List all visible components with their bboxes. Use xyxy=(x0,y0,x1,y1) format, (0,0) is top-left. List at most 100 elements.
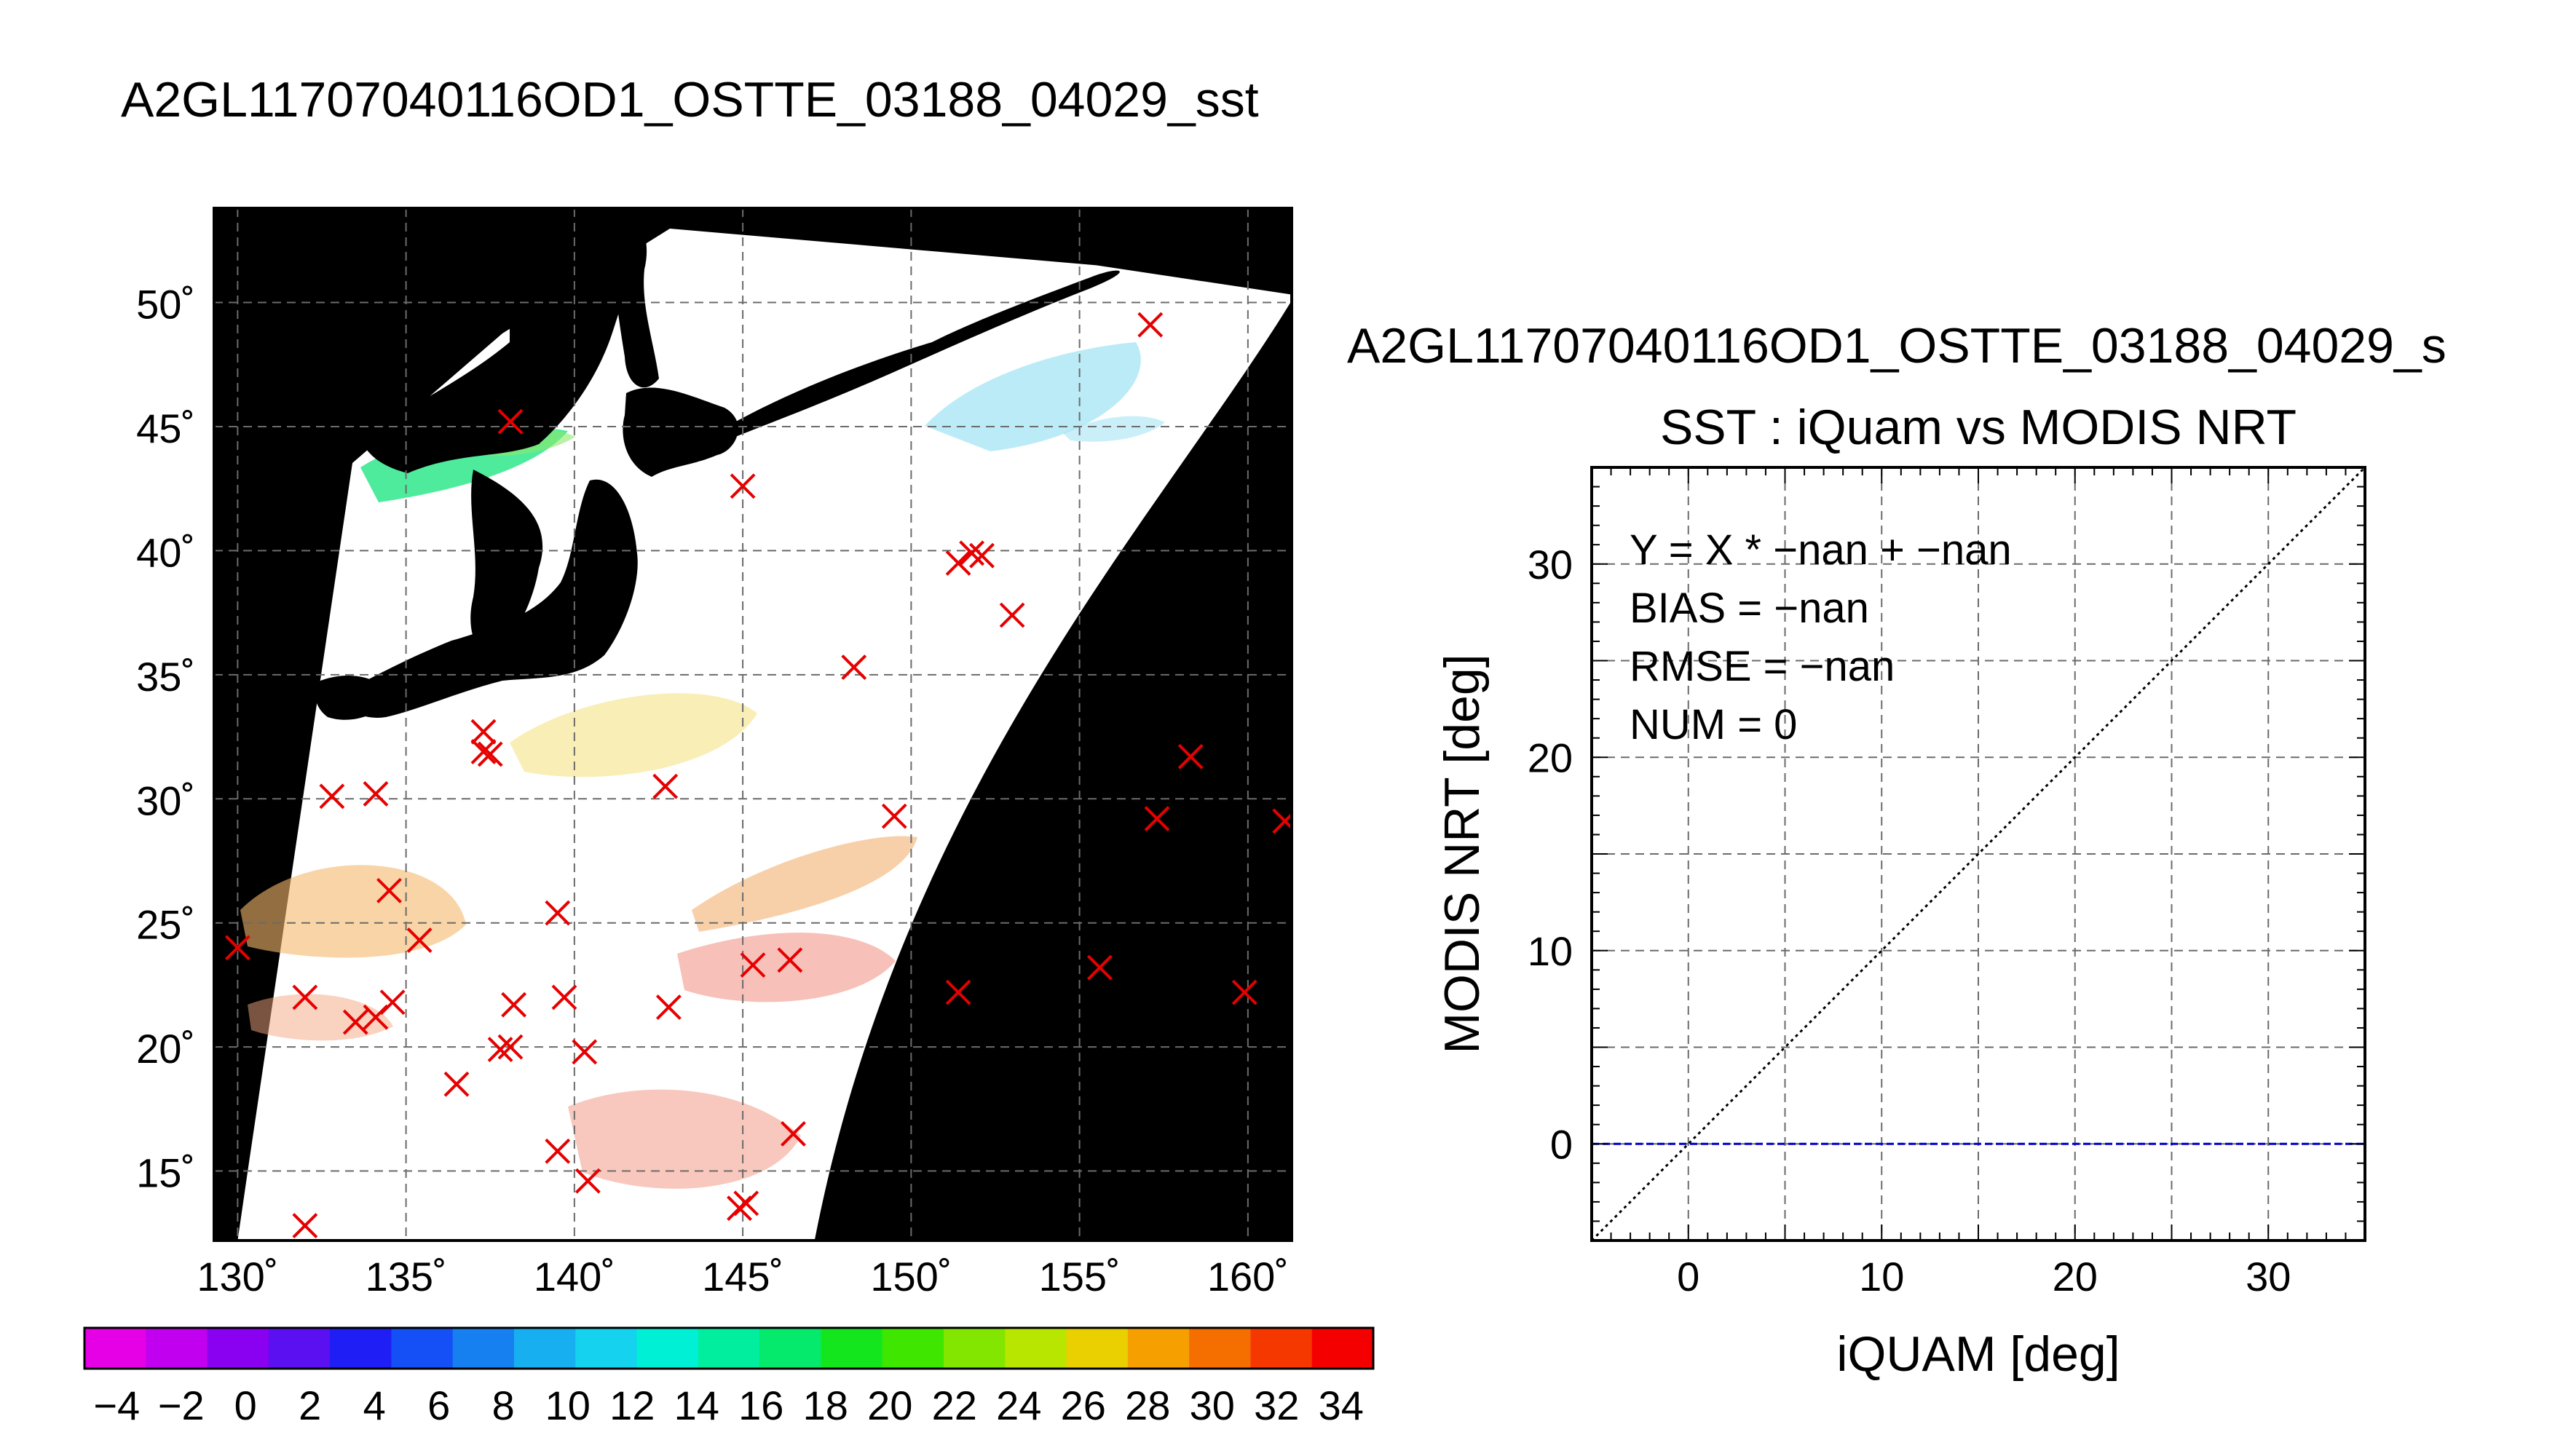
buoy-markers xyxy=(224,312,1292,1238)
buoy-marker xyxy=(487,1037,513,1062)
buoy-marker xyxy=(969,542,995,569)
buoy-marker xyxy=(1177,743,1204,769)
buoy-marker xyxy=(379,989,406,1016)
colorbar-cell xyxy=(1189,1328,1251,1369)
scatter-x-tick-label: 10 xyxy=(1859,1254,1904,1299)
buoy-marker xyxy=(655,994,682,1021)
map-lon-tick-label: 160˚ xyxy=(1207,1254,1289,1299)
colorbar-cell xyxy=(514,1328,576,1369)
colorbar-cell xyxy=(1250,1328,1313,1369)
scatter-panel: 0 10 20 30 0 10 20 30 Y = X * −nan + −nan BIAS … xyxy=(1528,466,2366,1299)
colorbar-tick-label: 0 xyxy=(234,1382,257,1428)
map-lon-tick-label: 150˚ xyxy=(870,1254,952,1299)
scatter-x-tick-label: 0 xyxy=(1677,1254,1699,1299)
map-lat-tick-label: 15˚ xyxy=(136,1150,195,1196)
land-honshu xyxy=(339,479,638,718)
colorbar-tick-label: 34 xyxy=(1319,1382,1364,1428)
map-lat-tick-label: 25˚ xyxy=(136,902,195,948)
buoy-marker xyxy=(292,984,318,1010)
colorbar-tick-label: 6 xyxy=(427,1382,450,1428)
scatter-title: SST : iQuam vs MODIS NRT xyxy=(1660,400,2297,455)
map-panel xyxy=(213,207,1293,1242)
buoy-marker xyxy=(497,1034,524,1060)
colorbar-cell xyxy=(1066,1328,1129,1369)
land-korea-coast xyxy=(470,470,543,659)
land-kuril-islands xyxy=(728,270,1120,437)
land-hokkaido xyxy=(623,387,738,477)
buoy-marker xyxy=(730,473,756,499)
buoy-marker xyxy=(470,719,497,745)
buoy-marker xyxy=(477,741,503,767)
buoy-marker xyxy=(652,773,679,799)
buoy-marker xyxy=(781,1121,806,1147)
buoy-marker xyxy=(572,1039,598,1065)
colorbar-cell xyxy=(1005,1328,1067,1369)
colorbar-cell xyxy=(268,1328,331,1369)
buoy-marker xyxy=(1144,806,1170,831)
buoy-marker xyxy=(777,947,803,973)
colorbar-cell xyxy=(146,1328,208,1369)
map-lat-tick-label: 40˚ xyxy=(136,529,195,575)
scatter-annotation: Y = X * −nan + −nan xyxy=(1630,526,2012,574)
scatter-y-tick-label: 10 xyxy=(1528,928,1573,974)
scatter-x-tick-label: 30 xyxy=(2246,1254,2291,1299)
map-lat-tick-label: 45˚ xyxy=(136,405,195,451)
sst-patch-cyan-east xyxy=(1063,416,1165,442)
map-lon-tick-labels: 130˚ 135˚ 140˚ 145˚ 150˚ 155˚ 160˚ xyxy=(197,1254,1289,1299)
colorbar-tick-label: −4 xyxy=(93,1382,140,1428)
buoy-marker xyxy=(376,877,402,903)
one-to-one-line xyxy=(1592,467,2365,1241)
buoy-marker xyxy=(999,602,1025,628)
map-lon-tick-label: 155˚ xyxy=(1039,1254,1121,1299)
colorbar-cells xyxy=(84,1328,1374,1369)
colorbar-cell xyxy=(575,1328,638,1369)
buoy-marker xyxy=(363,781,389,807)
colorbar-cell xyxy=(1127,1328,1190,1369)
buoy-marker xyxy=(501,992,527,1018)
buoy-marker xyxy=(959,540,985,566)
scatter-annotations: Y = X * −nan + −nan BIAS = −nan RMSE = −na… xyxy=(1630,526,2012,748)
colorbar-cell xyxy=(821,1328,883,1369)
buoy-marker xyxy=(545,1138,571,1164)
buoy-marker xyxy=(224,935,250,961)
buoy-marker xyxy=(342,1009,368,1035)
scatter-x-axis-label: iQUAM [deg] xyxy=(1836,1326,2120,1382)
colorbar-tick-label: 16 xyxy=(738,1382,783,1428)
colorbar-cell xyxy=(207,1328,269,1369)
buoy-marker xyxy=(551,984,577,1010)
buoy-marker xyxy=(1086,954,1113,981)
buoy-marker xyxy=(945,550,971,576)
buoy-marker xyxy=(740,952,766,978)
colorbar-cell xyxy=(391,1328,454,1369)
buoy-marker xyxy=(443,1071,470,1097)
scatter-y-tick-label: 20 xyxy=(1528,735,1573,780)
colorbar-tick-labels: −4 −2 0 2 4 6 8 10 12 14 16 18 20 22 24 26 28 30 32 34 xyxy=(93,1382,1364,1428)
buoy-marker xyxy=(945,979,971,1005)
map-swath-ocean xyxy=(237,229,1292,1241)
scatter-frame xyxy=(1590,466,2366,1242)
buoy-marker xyxy=(319,783,345,810)
colorbar-cell xyxy=(84,1328,146,1369)
scatter-file-title: A2GL11707040116OD1_OSTTE_03188_04029_s xyxy=(1347,318,2447,373)
buoy-marker xyxy=(733,1190,759,1216)
buoy-marker xyxy=(1231,979,1257,1005)
colorbar-tick-label: 4 xyxy=(363,1382,386,1428)
colorbar-tick-label: −2 xyxy=(158,1382,205,1428)
buoy-marker xyxy=(1272,808,1292,834)
buoy-marker xyxy=(292,1213,318,1238)
colorbar-tick-label: 22 xyxy=(932,1382,977,1428)
colorbar-tick-label: 30 xyxy=(1190,1382,1235,1428)
scatter-y-axis-label: MODIS NRT [deg] xyxy=(1434,654,1490,1053)
land-russia-coast xyxy=(360,208,641,473)
buoy-marker xyxy=(497,408,524,435)
scatter-x-tick-label: 20 xyxy=(2053,1254,2098,1299)
scatter-y-tick-label: 30 xyxy=(1528,542,1573,587)
scatter-y-tick-label: 0 xyxy=(1550,1121,1573,1167)
colorbar-cell xyxy=(452,1328,515,1369)
colorbar-tick-label: 8 xyxy=(492,1382,515,1428)
colorbar-tick-label: 24 xyxy=(996,1382,1041,1428)
map-lat-tick-labels: 15˚ 20˚ 25˚ 30˚ 35˚ 40˚ 45˚ 50˚ xyxy=(136,282,195,1196)
colorbar-tick-label: 28 xyxy=(1125,1382,1170,1428)
map-title: A2GL11707040116OD1_OSTTE_03188_04029_sst xyxy=(121,72,1259,127)
